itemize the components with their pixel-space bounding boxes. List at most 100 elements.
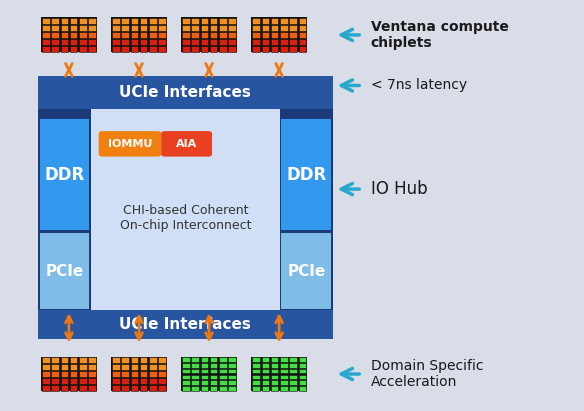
Bar bbox=[252, 357, 260, 362]
Bar bbox=[61, 378, 68, 384]
Bar bbox=[280, 25, 287, 31]
Bar bbox=[192, 39, 199, 45]
Bar bbox=[289, 369, 297, 373]
Bar bbox=[298, 369, 306, 373]
Bar bbox=[262, 369, 269, 373]
Bar bbox=[51, 39, 59, 45]
Bar bbox=[219, 369, 227, 373]
Bar bbox=[140, 32, 147, 38]
Bar bbox=[121, 18, 129, 24]
Bar bbox=[280, 32, 287, 38]
Bar bbox=[252, 386, 260, 391]
Bar bbox=[298, 39, 306, 45]
Text: DDR: DDR bbox=[44, 166, 85, 184]
Bar bbox=[271, 25, 278, 31]
Bar bbox=[210, 357, 217, 362]
Bar bbox=[271, 18, 278, 24]
Bar bbox=[51, 357, 59, 363]
Bar bbox=[112, 385, 120, 391]
Bar bbox=[262, 18, 269, 24]
Bar bbox=[228, 46, 236, 52]
Bar bbox=[69, 39, 77, 45]
Bar bbox=[158, 46, 166, 52]
Bar bbox=[298, 32, 306, 38]
Bar bbox=[131, 39, 138, 45]
Bar bbox=[271, 357, 278, 362]
Bar bbox=[42, 46, 50, 52]
FancyBboxPatch shape bbox=[111, 356, 167, 391]
Bar bbox=[228, 39, 236, 45]
FancyBboxPatch shape bbox=[41, 17, 96, 52]
Bar bbox=[88, 18, 96, 24]
Bar bbox=[192, 381, 199, 385]
Bar bbox=[51, 46, 59, 52]
Bar bbox=[69, 46, 77, 52]
FancyBboxPatch shape bbox=[281, 233, 331, 309]
Bar bbox=[252, 25, 260, 31]
Bar bbox=[289, 39, 297, 45]
Bar bbox=[121, 25, 129, 31]
Bar bbox=[69, 364, 77, 370]
Bar bbox=[210, 381, 217, 385]
Bar bbox=[42, 39, 50, 45]
Bar bbox=[69, 32, 77, 38]
Bar bbox=[131, 32, 138, 38]
Bar bbox=[289, 386, 297, 391]
Bar bbox=[140, 357, 147, 363]
Bar bbox=[121, 371, 129, 377]
Bar bbox=[69, 371, 77, 377]
Bar bbox=[210, 375, 217, 379]
Bar bbox=[61, 385, 68, 391]
Bar bbox=[252, 381, 260, 385]
Bar bbox=[219, 39, 227, 45]
Bar bbox=[192, 46, 199, 52]
Bar bbox=[131, 385, 138, 391]
Bar bbox=[88, 39, 96, 45]
Bar bbox=[192, 386, 199, 391]
Bar bbox=[219, 25, 227, 31]
Bar bbox=[69, 25, 77, 31]
Bar bbox=[289, 363, 297, 367]
Bar bbox=[121, 357, 129, 363]
FancyBboxPatch shape bbox=[111, 17, 167, 52]
Bar bbox=[88, 46, 96, 52]
Bar bbox=[192, 32, 199, 38]
Bar bbox=[131, 371, 138, 377]
Bar bbox=[79, 39, 86, 45]
Bar bbox=[149, 385, 157, 391]
Bar bbox=[262, 375, 269, 379]
Bar bbox=[61, 364, 68, 370]
Bar bbox=[298, 357, 306, 362]
FancyBboxPatch shape bbox=[91, 109, 280, 310]
Bar bbox=[201, 32, 208, 38]
Bar bbox=[51, 18, 59, 24]
Bar bbox=[88, 378, 96, 384]
Bar bbox=[182, 32, 190, 38]
Bar bbox=[121, 378, 129, 384]
Bar bbox=[69, 378, 77, 384]
Bar bbox=[69, 18, 77, 24]
Bar bbox=[252, 363, 260, 367]
Bar bbox=[88, 364, 96, 370]
Bar bbox=[298, 46, 306, 52]
Text: UCIe Interfaces: UCIe Interfaces bbox=[120, 317, 251, 332]
Bar bbox=[140, 25, 147, 31]
Bar bbox=[140, 378, 147, 384]
Bar bbox=[298, 363, 306, 367]
Bar bbox=[158, 385, 166, 391]
Bar bbox=[182, 46, 190, 52]
Bar bbox=[158, 378, 166, 384]
Bar bbox=[182, 386, 190, 391]
Bar bbox=[271, 369, 278, 373]
Bar bbox=[51, 25, 59, 31]
Bar bbox=[271, 363, 278, 367]
Bar bbox=[182, 363, 190, 367]
FancyBboxPatch shape bbox=[38, 76, 333, 339]
Bar bbox=[252, 39, 260, 45]
Bar bbox=[280, 369, 287, 373]
Bar bbox=[182, 375, 190, 379]
Bar bbox=[51, 385, 59, 391]
Bar bbox=[252, 32, 260, 38]
Bar bbox=[298, 25, 306, 31]
Bar bbox=[210, 369, 217, 373]
